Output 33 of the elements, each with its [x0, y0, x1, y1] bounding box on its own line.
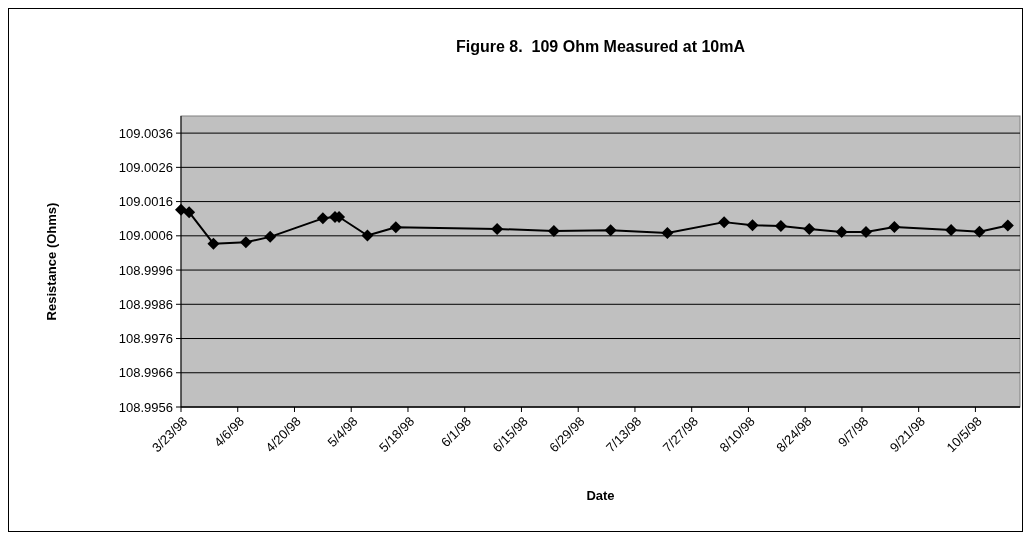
y-tick-label: 108.9976 — [118, 331, 173, 347]
y-tick-label: 108.9956 — [118, 399, 173, 415]
x-axis-title: Date — [586, 488, 615, 503]
y-tick-label: 108.9966 — [118, 365, 173, 381]
point — [207, 237, 220, 250]
point — [1001, 219, 1014, 232]
chart-title: Figure 8. 109 Ohm Measured at 10mA — [456, 38, 746, 55]
point — [491, 222, 504, 235]
y-tick-label: 109.0006 — [118, 228, 173, 244]
y-tick-label: 109.0016 — [118, 194, 173, 210]
point — [175, 203, 187, 216]
y-tick-label: 109.0026 — [118, 159, 173, 175]
point — [316, 212, 329, 225]
point — [361, 229, 374, 242]
y-axis-title: Resistance (Ohms) — [44, 202, 59, 321]
y-tick-label: 108.9986 — [118, 296, 173, 312]
point — [604, 224, 617, 237]
point — [803, 222, 816, 235]
point — [774, 219, 787, 232]
y-tick-label: 109.0036 — [118, 125, 173, 141]
point — [746, 219, 759, 232]
point — [718, 216, 731, 229]
point — [547, 225, 560, 238]
point — [835, 226, 848, 239]
point — [945, 224, 958, 236]
point — [183, 206, 196, 219]
y-tick-label: 108.9996 — [118, 262, 173, 278]
point — [264, 230, 277, 243]
point — [239, 236, 252, 249]
point — [973, 225, 986, 238]
point — [661, 227, 674, 240]
point — [389, 221, 402, 234]
point — [888, 220, 901, 233]
